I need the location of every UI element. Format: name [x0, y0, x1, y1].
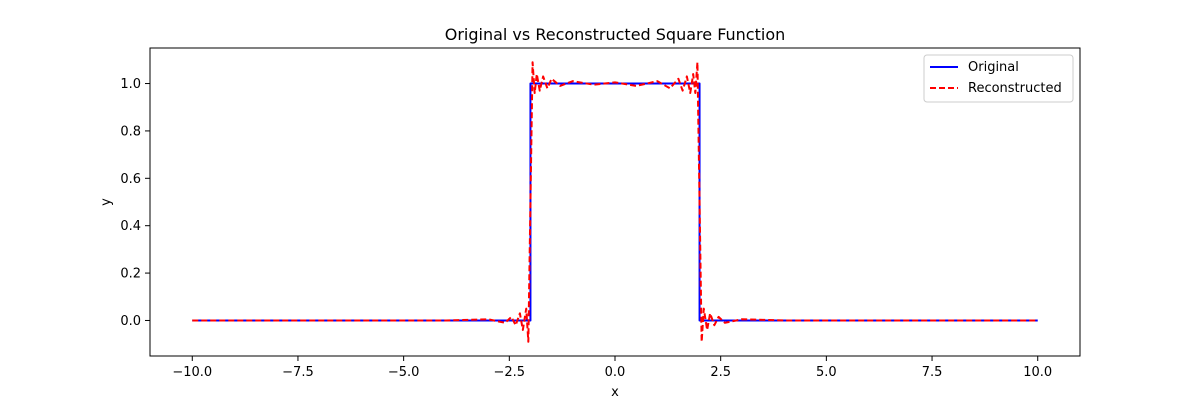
x-tick-label: 7.5	[922, 365, 943, 380]
legend-label-reconstructed: Reconstructed	[968, 81, 1062, 96]
chart-title: Original vs Reconstructed Square Functio…	[445, 25, 786, 44]
x-tick-label: 2.5	[710, 365, 731, 380]
x-tick-label: −7.5	[282, 365, 314, 380]
y-tick-label: 0.4	[120, 219, 141, 234]
y-tick-label: 1.0	[120, 77, 141, 92]
legend: Original Reconstructed	[923, 54, 1074, 103]
y-tick-label: 0.0	[120, 314, 141, 329]
x-tick-label: 0.0	[605, 365, 626, 380]
y-tick-label: 0.6	[120, 172, 141, 187]
series-line-reconstructed	[192, 61, 1038, 343]
y-tick-label: 0.8	[120, 124, 141, 139]
axes-frame	[149, 47, 1081, 357]
x-tick-label: −2.5	[494, 365, 526, 380]
legend-label-original: Original	[968, 60, 1019, 75]
y-tick-label: 0.2	[120, 267, 141, 282]
plot-area	[192, 61, 1038, 343]
axis-ticks: −10.0 −7.5 −5.0 −2.5 0.0 2.5 5.0 7.5 10.0 0.0 0.2 0…	[120, 77, 1052, 380]
x-axis-label: x	[611, 385, 619, 400]
x-tick-label: 10.0	[1023, 365, 1052, 380]
y-axis-label: y	[99, 198, 114, 206]
legend-box	[923, 54, 1074, 103]
x-tick-label: −5.0	[388, 365, 420, 380]
x-tick-label: 5.0	[816, 365, 837, 380]
x-tick-label: −10.0	[172, 365, 212, 380]
